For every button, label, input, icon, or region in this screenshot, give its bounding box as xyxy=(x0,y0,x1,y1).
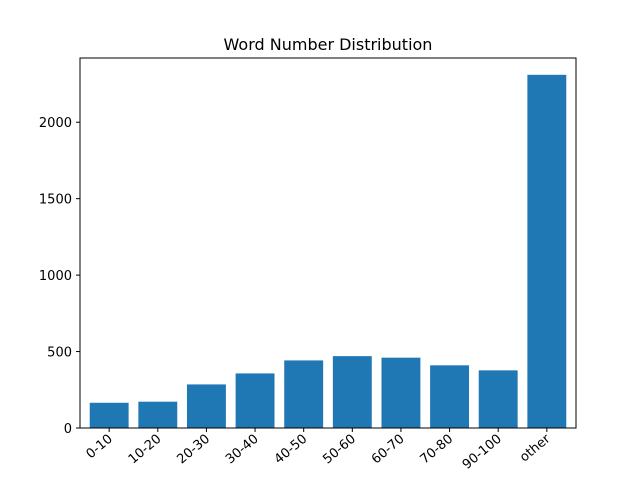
x-tick-label: 20-30 xyxy=(174,432,213,468)
y-axis: 0 500 1000 1500 2000 xyxy=(39,116,80,437)
x-tick-label: 30-40 xyxy=(223,432,262,468)
y-tick-label: 2000 xyxy=(39,116,72,131)
bar-70-80 xyxy=(430,365,470,428)
bar-30-40 xyxy=(235,373,275,428)
y-tick-label: 1500 xyxy=(39,193,72,208)
x-tick-label: 70-80 xyxy=(418,432,457,468)
bar-0-10 xyxy=(89,402,129,428)
bar-10-20 xyxy=(138,401,178,428)
x-tick-label: 50-60 xyxy=(320,432,359,468)
x-axis: 0-10 10-20 20-30 30-40 40-50 50-60 60-70 70-80 9… xyxy=(83,428,554,473)
y-tick-label: 1000 xyxy=(39,269,72,284)
x-tick-label: 40-50 xyxy=(272,432,311,468)
x-tick-label: 90-100 xyxy=(460,432,505,473)
x-tick-label: 60-70 xyxy=(369,432,408,468)
bars-group xyxy=(89,74,567,429)
x-tick-label: other xyxy=(517,431,554,465)
bar-60-70 xyxy=(381,357,421,428)
bar-other xyxy=(527,74,567,429)
y-tick-label: 0 xyxy=(64,422,72,437)
bar-40-50 xyxy=(284,360,324,428)
bar-50-60 xyxy=(332,356,372,428)
y-tick-label: 500 xyxy=(47,346,72,361)
chart-title: Word Number Distribution xyxy=(224,35,433,54)
plot-frame xyxy=(79,57,577,429)
bar-20-30 xyxy=(186,384,226,428)
x-tick-label: 0-10 xyxy=(83,432,115,462)
bar-90-100 xyxy=(478,370,518,428)
x-tick-label: 10-20 xyxy=(126,432,165,468)
